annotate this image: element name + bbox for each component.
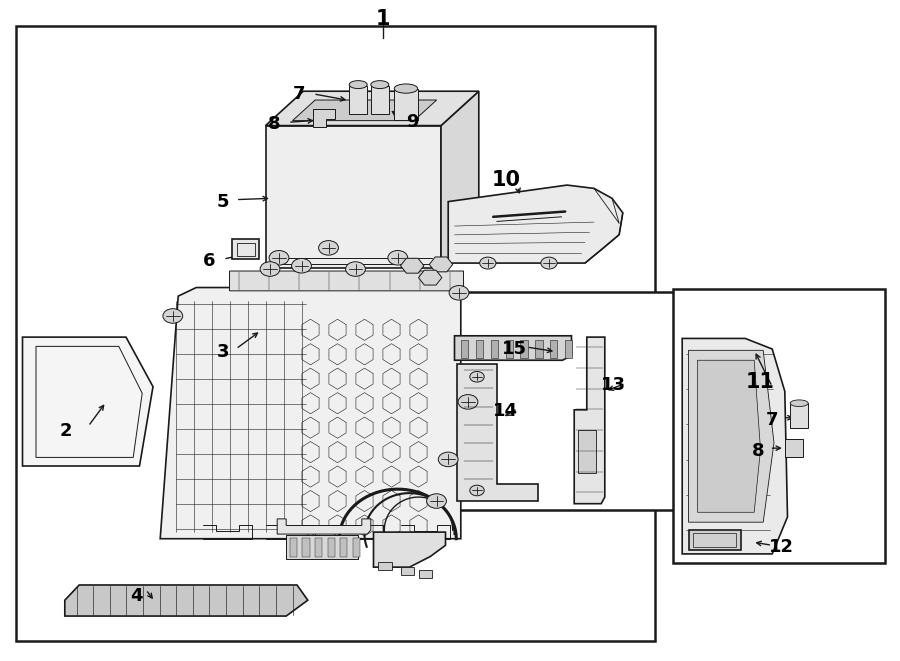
- Text: 8: 8: [752, 442, 764, 460]
- Bar: [520, 340, 527, 358]
- Bar: [378, 562, 392, 570]
- Ellipse shape: [371, 81, 389, 89]
- Text: 9: 9: [406, 113, 419, 132]
- Circle shape: [319, 241, 338, 255]
- Bar: [461, 340, 468, 358]
- Bar: [302, 538, 310, 557]
- Bar: [565, 340, 572, 358]
- Bar: [418, 570, 432, 578]
- Circle shape: [346, 262, 365, 276]
- Circle shape: [292, 258, 311, 273]
- Polygon shape: [429, 257, 453, 272]
- Bar: [353, 538, 360, 557]
- Circle shape: [458, 395, 478, 409]
- Polygon shape: [277, 519, 371, 534]
- Circle shape: [470, 485, 484, 496]
- Bar: [491, 340, 498, 358]
- Bar: [340, 538, 347, 557]
- Text: 1: 1: [375, 9, 390, 28]
- Polygon shape: [418, 270, 442, 285]
- Bar: [790, 403, 808, 428]
- Bar: [349, 86, 367, 114]
- Bar: [688, 530, 741, 550]
- Text: 10: 10: [491, 170, 520, 190]
- Circle shape: [480, 257, 496, 269]
- Text: 4: 4: [130, 587, 143, 605]
- Bar: [290, 538, 297, 557]
- Text: 7: 7: [766, 410, 778, 429]
- Polygon shape: [688, 350, 774, 522]
- Bar: [693, 533, 736, 547]
- Text: 5: 5: [217, 192, 230, 211]
- Circle shape: [449, 286, 469, 300]
- Text: 3: 3: [217, 342, 230, 361]
- Circle shape: [260, 262, 280, 276]
- Bar: [673, 289, 885, 563]
- Polygon shape: [698, 360, 760, 512]
- Text: 13: 13: [601, 375, 626, 394]
- Text: 8: 8: [268, 115, 281, 134]
- Polygon shape: [682, 338, 788, 554]
- Text: 11: 11: [746, 372, 775, 392]
- Bar: [450, 292, 770, 510]
- Text: 6: 6: [202, 252, 215, 270]
- Bar: [286, 535, 358, 559]
- Circle shape: [163, 309, 183, 323]
- Polygon shape: [160, 278, 461, 539]
- Bar: [237, 243, 255, 256]
- Bar: [16, 26, 655, 641]
- Bar: [550, 340, 557, 358]
- Ellipse shape: [349, 81, 367, 89]
- Text: 7: 7: [292, 85, 305, 103]
- Polygon shape: [400, 258, 424, 273]
- Bar: [371, 86, 389, 114]
- Polygon shape: [230, 271, 464, 291]
- Polygon shape: [22, 337, 153, 466]
- Circle shape: [269, 251, 289, 265]
- Bar: [328, 538, 335, 557]
- Circle shape: [541, 257, 557, 269]
- Circle shape: [470, 371, 484, 382]
- Polygon shape: [457, 364, 538, 501]
- Polygon shape: [441, 91, 479, 268]
- Ellipse shape: [790, 400, 808, 407]
- Circle shape: [388, 251, 408, 265]
- Bar: [476, 340, 483, 358]
- Polygon shape: [785, 439, 803, 457]
- Bar: [394, 89, 418, 120]
- Circle shape: [438, 452, 458, 467]
- Ellipse shape: [394, 84, 418, 93]
- Polygon shape: [448, 185, 623, 263]
- Text: 2: 2: [59, 422, 72, 440]
- Polygon shape: [65, 585, 308, 616]
- Bar: [506, 340, 513, 358]
- Polygon shape: [574, 337, 605, 504]
- Text: 12: 12: [769, 538, 794, 557]
- Text: 14: 14: [493, 402, 518, 420]
- Polygon shape: [266, 126, 441, 268]
- Polygon shape: [313, 109, 335, 127]
- Polygon shape: [292, 100, 436, 121]
- Bar: [232, 239, 259, 259]
- Circle shape: [427, 494, 446, 508]
- Text: 15: 15: [502, 340, 527, 358]
- Bar: [578, 430, 596, 473]
- Polygon shape: [266, 91, 479, 126]
- Polygon shape: [374, 532, 446, 567]
- Bar: [536, 340, 543, 358]
- Bar: [400, 567, 414, 575]
- Bar: [315, 538, 322, 557]
- Polygon shape: [454, 336, 572, 360]
